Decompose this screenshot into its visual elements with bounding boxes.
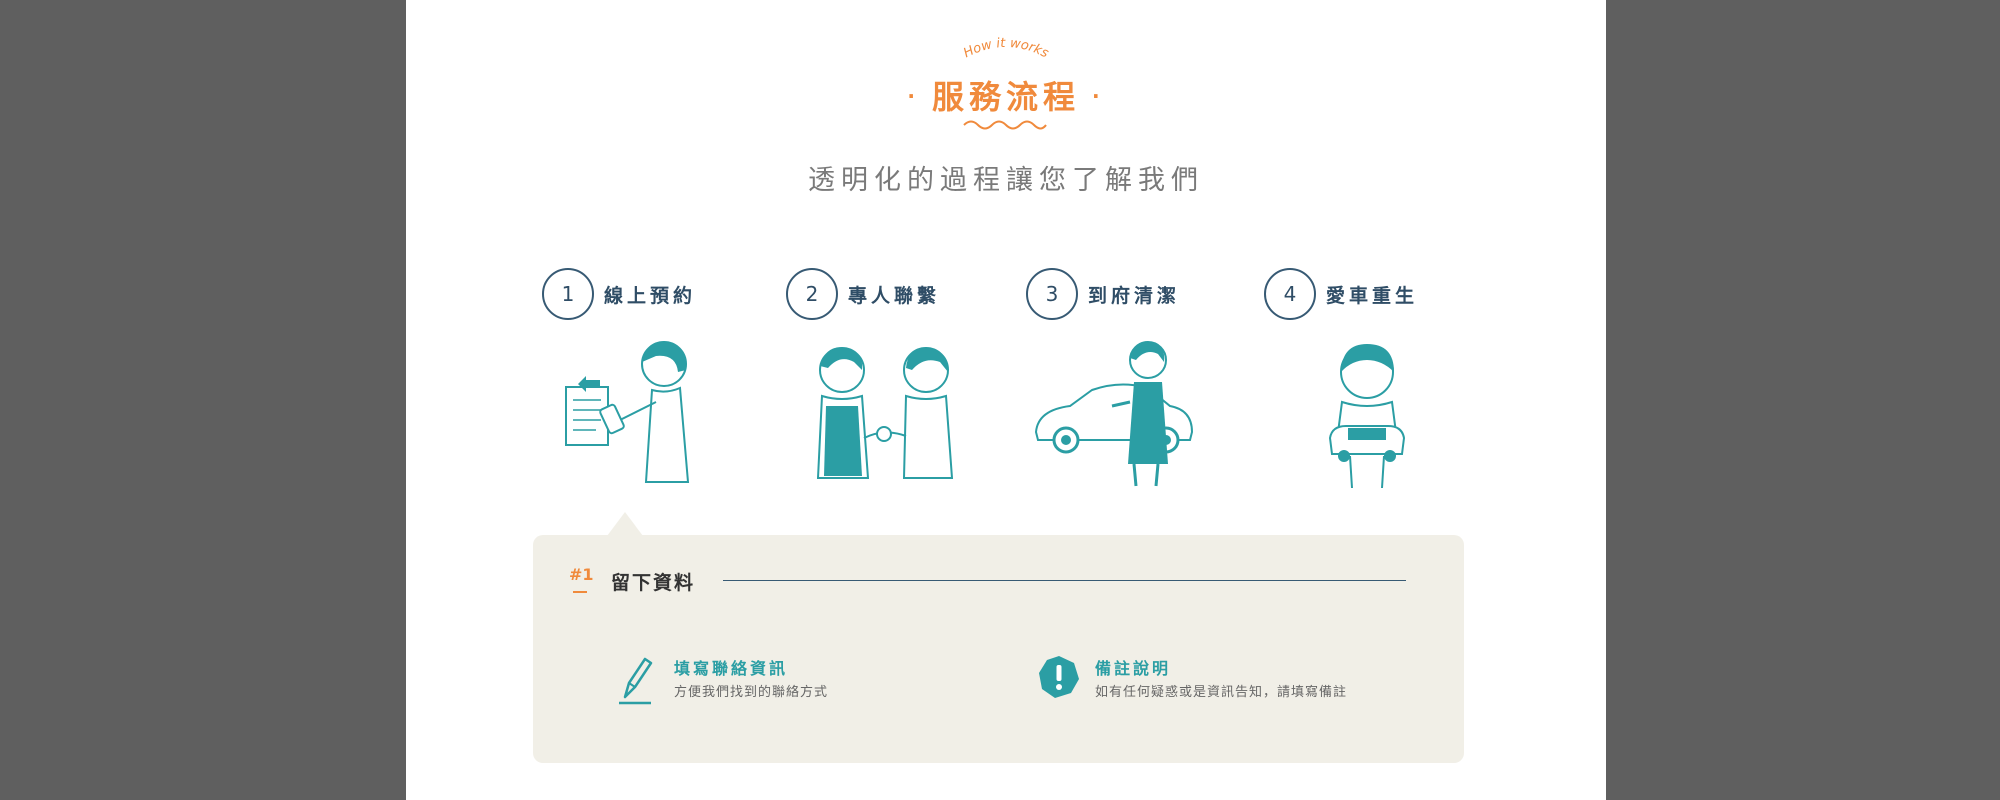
service-flow-page: How it works · 服務流程 · 透明化的過程讓您了解我們 1 線上預約 … [406,0,1606,800]
panel-heading: 留下資料 [611,572,696,594]
car-reborn-illustration [1328,344,1406,489]
section-subtitle: 透明化的過程讓您了解我們 [808,165,1204,196]
step-label: 愛車重生 [1326,285,1419,307]
step-number: 1 [542,268,594,320]
item-description: 如有任何疑惑或是資訊告知，請填寫備註 [1095,685,1348,700]
step-number: 2 [786,268,838,320]
item-title: 填寫聯絡資訊 [674,659,789,678]
car-cleaning-illustration [1034,341,1194,487]
exclamation-icon [1039,656,1079,698]
title-text: 服務流程 [931,78,1080,116]
section-title: · 服務流程 · [907,78,1105,116]
step-number: 4 [1264,268,1316,320]
tag-underline [573,591,587,593]
how-it-works-arc-text: How it works [961,36,1051,61]
item-description: 方便我們找到的聯絡方式 [674,685,829,700]
step-detail-panel: #1 留下資料 填寫聯絡資訊 方便我們找到的聯絡方式 備註說明 如有任何疑惑或是… [533,535,1464,763]
panel-pointer [607,512,643,536]
step-label: 到府清潔 [1088,285,1181,307]
wave-divider-icon [963,120,1047,130]
step-number: 3 [1026,268,1078,320]
step-label: 專人聯繫 [848,285,941,307]
heading-rule [723,580,1406,581]
pencil-icon [619,657,653,705]
item-title: 備註說明 [1095,659,1172,678]
svg-text:How it works: How it works [961,36,1051,61]
step-tag: #1 [569,565,594,584]
step-label: 線上預約 [604,285,697,307]
online-booking-illustration [565,341,690,483]
handshake-illustration [816,347,954,479]
